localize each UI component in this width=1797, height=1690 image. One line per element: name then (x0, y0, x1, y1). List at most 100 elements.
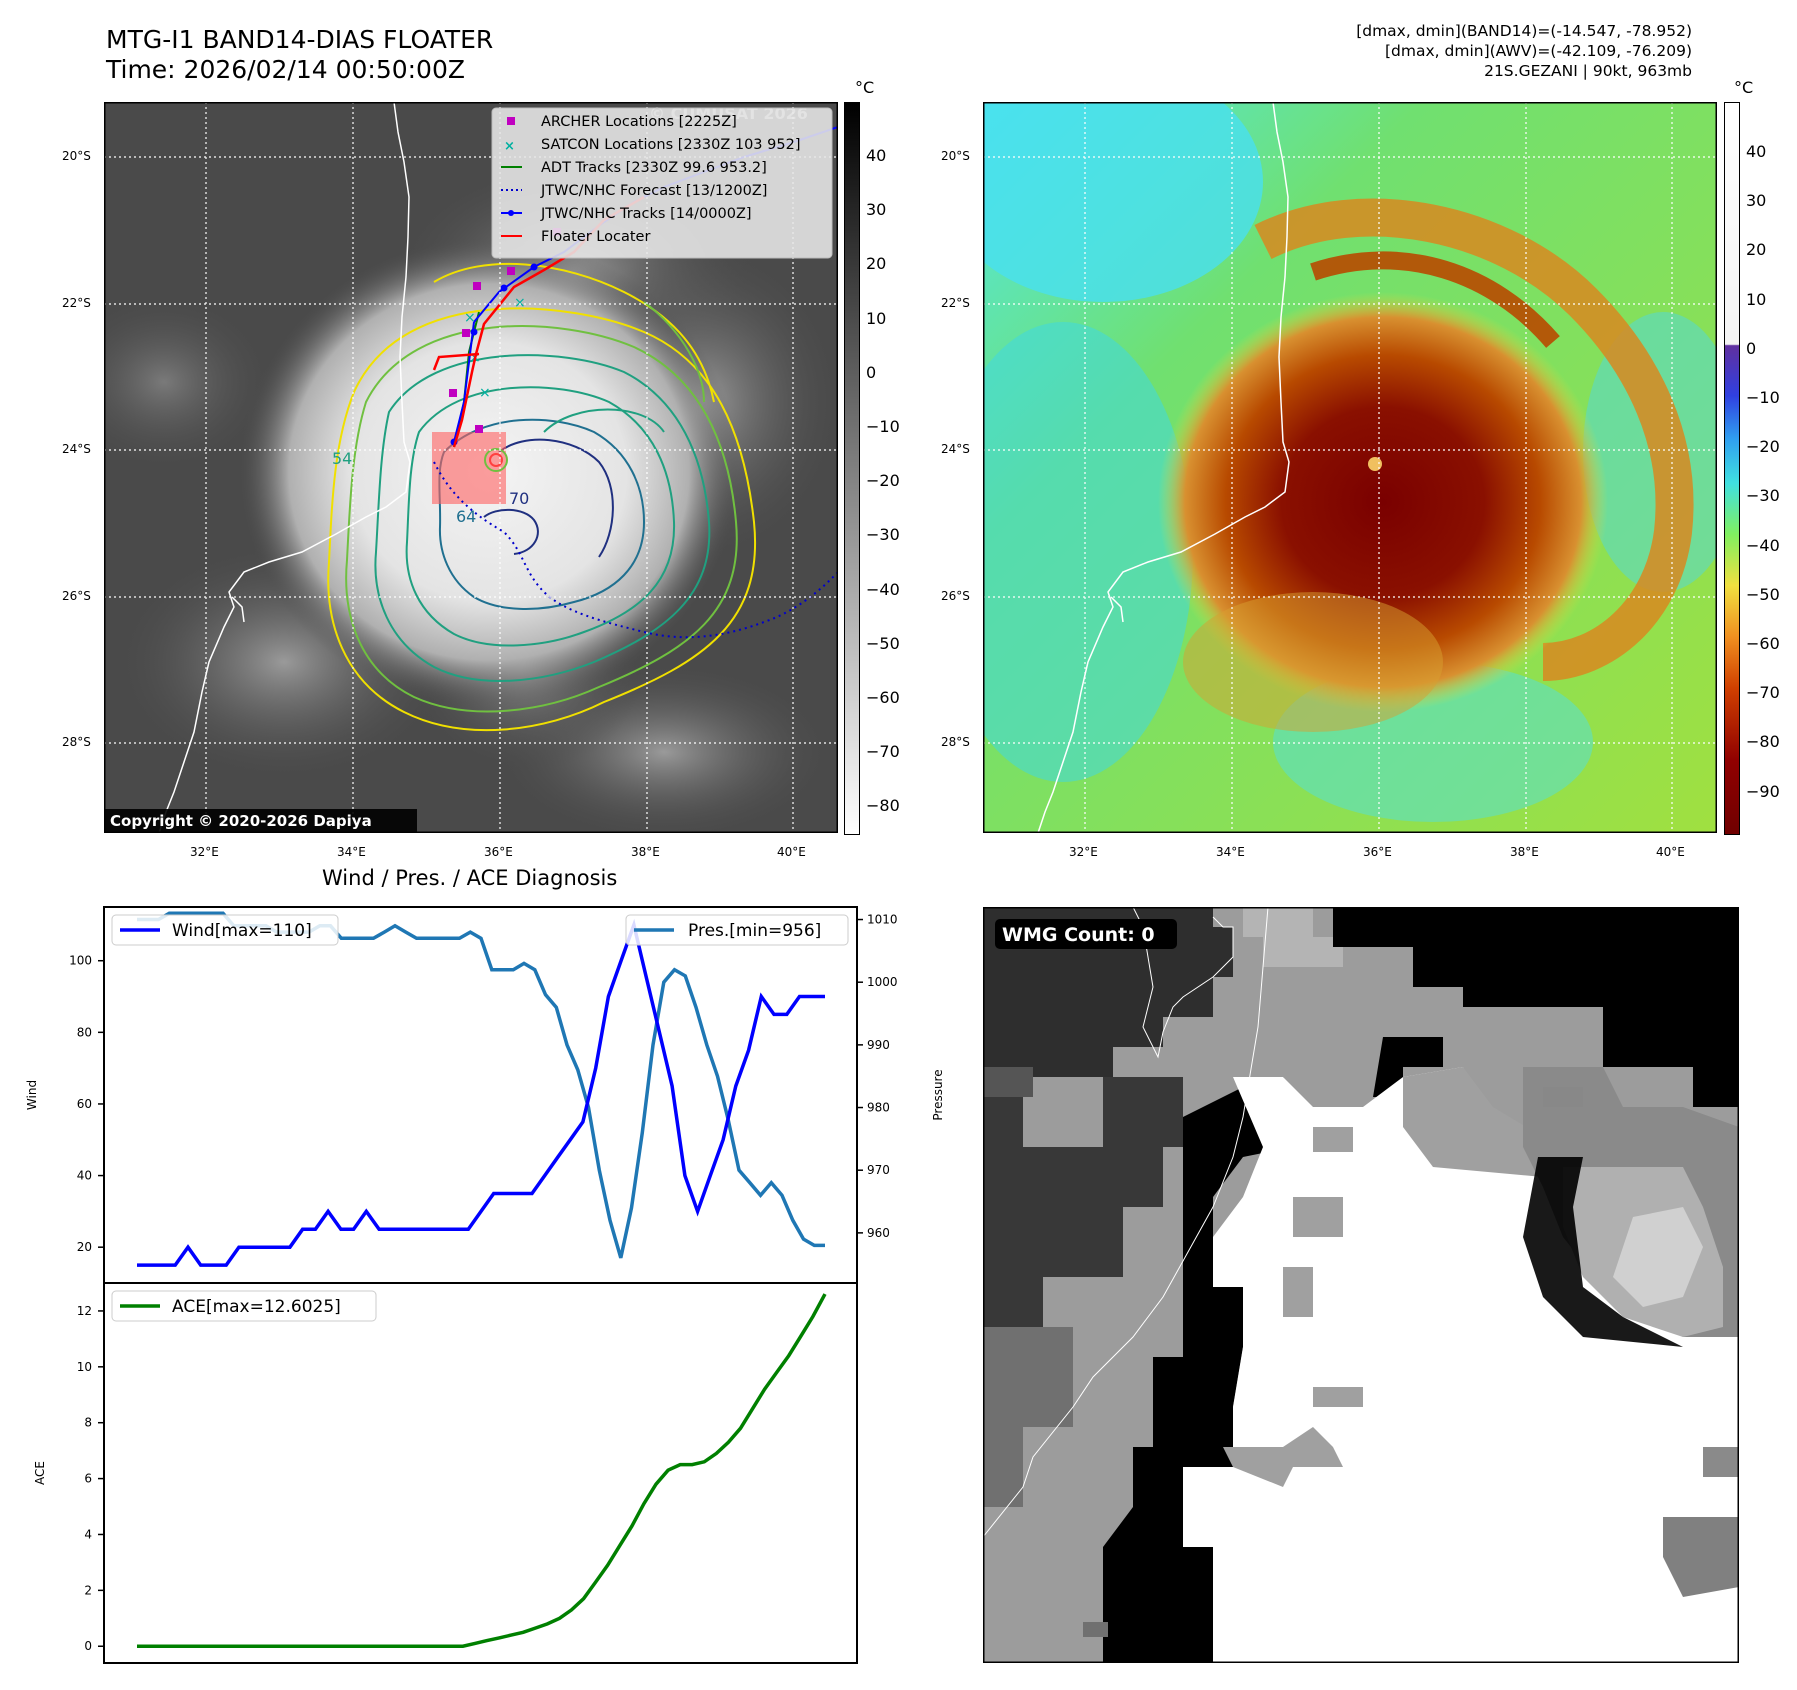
ir-colorbar-tick: −20 (866, 471, 900, 491)
contour-label-54: 54 (332, 449, 352, 468)
lon-tick-label: 32°E (190, 845, 219, 859)
awv-colorbar-tick: −50 (1746, 584, 1780, 604)
pressure-ytick-label: 1000 (867, 975, 898, 989)
copyright: Copyright © 2020-2026 Dapiya (110, 812, 372, 830)
lat-tick-label: 24°S (62, 442, 91, 456)
lat-tick-label: 26°S (941, 589, 970, 603)
ace-legend-box (111, 1290, 377, 1322)
pressure-ytick-label: 980 (867, 1101, 890, 1115)
info-line-3: 21S.GEZANI | 90kt, 963mb (1484, 62, 1692, 80)
svg-text:×: × (504, 139, 515, 154)
awv-map-panel (983, 102, 1717, 833)
contour-label-70: 70 (509, 489, 529, 508)
awv-colorbar-tick: −20 (1746, 437, 1780, 457)
awv-colorbar-tick: −60 (1746, 634, 1780, 653)
ir-colorbar-tick: −70 (866, 742, 900, 762)
ace-axis-label: ACE (33, 1461, 47, 1485)
wind-ytick-label: 40 (77, 1169, 92, 1183)
ir-colorbar-tick: 40 (866, 146, 887, 165)
svg-text:×: × (479, 385, 491, 401)
pressure-ytick-label: 990 (867, 1038, 890, 1052)
ir-colorbar-tick: 0 (866, 362, 877, 382)
awv-colorbar-tick: 0 (1746, 338, 1757, 358)
ace-legend-label: ACE[max=12.6025] (172, 1297, 341, 1317)
lat-tick-label: 22°S (941, 296, 970, 310)
wind-series-line (137, 918, 825, 1267)
lat-tick-label: 22°S (62, 296, 91, 310)
figure-time: Time: 2026/02/14 00:50:00Z (106, 55, 465, 84)
awv-colorbar-tick: 10 (1746, 289, 1767, 309)
contour-label-64: 64 (456, 507, 476, 526)
awv-colorbar-unit: °C (1734, 78, 1754, 97)
pressure-ytick-label: 1010 (867, 913, 898, 927)
wind-ytick-label: 80 (77, 1025, 92, 1039)
ir-colorbar-tick: −30 (866, 525, 900, 545)
awv-colorbar-tick: 30 (1746, 191, 1767, 211)
lon-tick-label: 38°E (1510, 845, 1539, 859)
wind-axis-label: Wind (25, 1080, 39, 1110)
ir-colorbar-tick: −80 (866, 796, 900, 816)
lat-tick-label: 24°S (941, 442, 970, 456)
legend-jtwc-forecast: JTWC/NHC Forecast [13/1200Z] (540, 183, 767, 199)
legend-archer: ARCHER Locations [2225Z] (541, 114, 737, 130)
info-line-2: [dmax, dmin](AWV)=(-42.109, -76.209) (1385, 42, 1692, 60)
svg-text:×: × (514, 295, 526, 311)
diagnosis-title: Wind / Pres. / ACE Diagnosis (322, 866, 618, 890)
lon-tick-label: 36°E (484, 845, 513, 859)
wind-ytick-label: 60 (77, 1097, 92, 1111)
awv-colorbar-tick: −30 (1746, 486, 1780, 506)
ir-colorbar-tick: −60 (866, 688, 900, 707)
wind-pres-axes-frame (103, 906, 858, 1284)
info-line-1: [dmax, dmin](BAND14)=(-14.547, -78.952) (1356, 22, 1692, 40)
lon-tick-label: 34°E (337, 845, 366, 859)
wind-ytick-label: 20 (77, 1240, 92, 1254)
pressure-ytick-label: 970 (867, 1163, 890, 1177)
pressure-series-line (137, 911, 825, 1259)
wmg-panel: WMG Count: 0 (983, 907, 1739, 1663)
lon-tick-label: 34°E (1216, 845, 1245, 859)
lon-tick-label: 36°E (1363, 845, 1392, 859)
lon-tick-label: 32°E (1069, 845, 1098, 859)
wind-legend-box (111, 914, 339, 946)
floater-box (432, 432, 506, 504)
lat-tick-label: 28°S (62, 735, 91, 749)
lon-tick-label: 40°E (777, 845, 806, 859)
pressure-ytick-label: 960 (867, 1226, 890, 1240)
ir-colorbar-tick: 10 (866, 308, 887, 328)
ir-colorbar-unit: °C (855, 78, 875, 97)
ace-ytick-label: 4 (84, 1527, 92, 1541)
ace-series-line (137, 1293, 827, 1648)
wind-ytick-label: 100 (69, 954, 92, 968)
ir-colorbar-tick: −10 (866, 417, 900, 436)
awv-colorbar-tick: 20 (1746, 240, 1767, 260)
lat-tick-label: 26°S (62, 589, 91, 603)
legend-adt: ADT Tracks [2330Z 99.6 953.2] (541, 160, 767, 176)
wind-legend-label: Wind[max=110] (172, 921, 312, 941)
figure-title: MTG-I1 BAND14-DIAS FLOATER (106, 25, 494, 54)
pressure-legend-label: Pres.[min=956] (688, 921, 821, 941)
ir-colorbar-tick: −40 (866, 579, 900, 599)
jtwc-forecast-track (433, 461, 838, 639)
legend-satcon: SATCON Locations [2330Z 103 952] (541, 137, 800, 153)
ace-ytick-label: 10 (77, 1360, 92, 1374)
ace-ytick-label: 2 (84, 1583, 92, 1597)
ace-ytick-label: 8 (84, 1416, 92, 1430)
ir-map-panel: 54 64 70 × × × × © CUM (104, 102, 838, 833)
ace-ytick-label: 0 (84, 1639, 92, 1653)
lat-tick-label: 28°S (941, 735, 970, 749)
awv-colorbar-tick: −40 (1746, 535, 1780, 555)
wmg-count-text: WMG Count: 0 (1002, 924, 1155, 946)
pressure-legend-box (625, 914, 849, 946)
awv-colorbar-tick: −70 (1746, 683, 1780, 703)
ir-colorbar (844, 102, 860, 835)
ace-axes-frame (103, 1282, 858, 1664)
awv-colorbar (1724, 102, 1740, 835)
ace-ytick-label: 12 (77, 1304, 92, 1318)
lat-tick-label: 20°S (62, 149, 91, 163)
svg-text:×: × (464, 310, 476, 326)
awv-colorbar-tick: −90 (1746, 781, 1780, 801)
ir-colorbar-tick: −50 (866, 633, 900, 653)
ir-colorbar-tick: 30 (866, 200, 887, 220)
lat-tick-label: 20°S (941, 149, 970, 163)
awv-colorbar-tick: −80 (1746, 732, 1780, 752)
